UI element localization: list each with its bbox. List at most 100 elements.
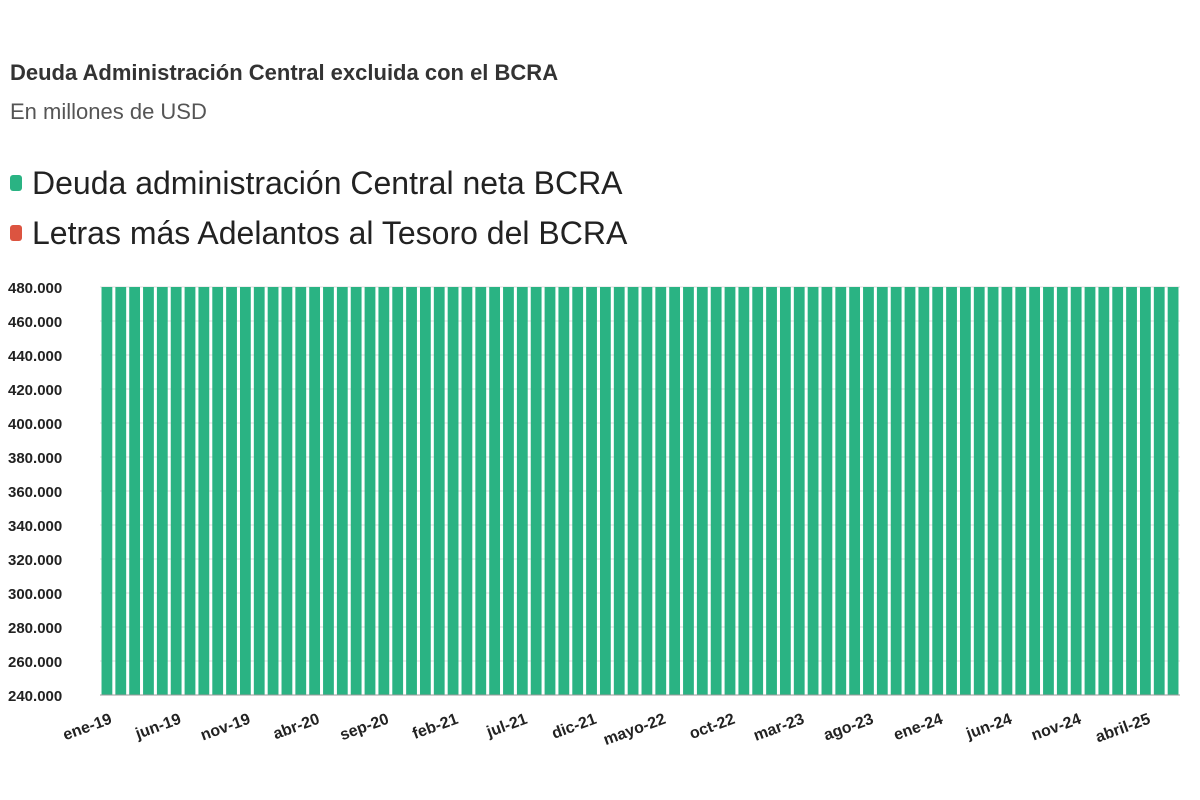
bar-segment-red — [475, 58, 486, 177]
bar-segment-red — [655, 0, 666, 108]
bar-segment-green — [835, 287, 847, 695]
bar-segment-green — [239, 287, 251, 695]
bar-segment-green — [946, 287, 957, 695]
bar-segment-green — [378, 287, 390, 695]
bar-segment-red — [1098, 0, 1109, 27]
bar-segment-green — [267, 287, 279, 695]
bar-segment-green — [170, 287, 182, 695]
bar-segment-red — [1015, 0, 1026, 35]
bar-segment-red — [1112, 0, 1123, 24]
bar-segment-green — [143, 287, 154, 695]
bar-segment-green — [406, 287, 417, 695]
bar-segment-red — [1029, 0, 1040, 37]
bar-segment-green — [724, 287, 736, 695]
bar-segment-green — [696, 287, 708, 695]
bars-group — [101, 0, 1179, 695]
bar-segment-red — [462, 66, 473, 185]
bar-segment-green — [253, 287, 265, 695]
bar-segment-green — [198, 287, 210, 695]
bar-segment-green — [918, 287, 930, 695]
bar-segment-red — [268, 102, 279, 213]
bar-segment-green — [641, 287, 653, 695]
bar-segment-green — [115, 287, 127, 695]
bar-segment-green — [973, 287, 985, 695]
bar-segment-red — [600, 0, 611, 132]
bar-segment-red — [1085, 0, 1096, 30]
bar-segment-red — [545, 41, 556, 153]
y-tick-label: 280.000 — [8, 620, 62, 637]
bar-segment-red — [1168, 0, 1179, 13]
bar-segment-red — [628, 0, 639, 114]
bar-segment-green — [613, 287, 625, 695]
bar-segment-green — [1139, 287, 1151, 695]
bar-segment-green — [516, 287, 528, 695]
y-tick-label: 360.000 — [8, 484, 62, 501]
bar-segment-green — [461, 287, 473, 695]
x-tick-label: ene-19 — [61, 711, 115, 744]
x-tick-label: nov-24 — [1029, 711, 1083, 745]
bar-segment-red — [558, 27, 569, 146]
x-tick-label: ago-23 — [822, 711, 876, 745]
bar-segment-green — [904, 287, 916, 695]
bar-segment-red — [752, 0, 763, 80]
bar-segment-green — [336, 287, 348, 695]
x-tick-label: dic-21 — [550, 711, 599, 743]
bar-segment-red — [932, 0, 943, 117]
bar-segment-green — [1084, 287, 1096, 695]
bar-segment-red — [517, 41, 528, 158]
y-tick-label: 400.000 — [8, 416, 62, 433]
bar-segment-red — [738, 0, 749, 80]
x-tick-label: mayo-22 — [601, 711, 668, 749]
bar-segment-green — [489, 287, 501, 695]
y-tick-label: 300.000 — [8, 586, 62, 603]
x-tick-label: jul-21 — [484, 711, 530, 742]
bar-segment-green — [1001, 287, 1013, 695]
bar-segment-red — [1140, 0, 1151, 15]
x-tick-label: sep-20 — [338, 711, 392, 744]
bar-segment-green — [655, 287, 667, 695]
bar-segment-red — [1043, 0, 1054, 41]
bar-segment-red — [365, 76, 376, 198]
bar-segment-green — [849, 287, 861, 695]
bar-segment-red — [960, 0, 971, 107]
bar-segment-green — [807, 287, 819, 695]
legend-item-red: Letras más Adelantos al Tesoro del BCRA — [10, 208, 627, 258]
bar-segment-green — [447, 287, 459, 695]
bar-segment-red — [586, 0, 597, 136]
bar-segment-green — [101, 287, 113, 695]
bar-segment-green — [392, 287, 404, 695]
bar-segment-green — [475, 287, 487, 695]
y-tick-label: 380.000 — [8, 450, 62, 467]
bar-segment-green — [1056, 287, 1068, 695]
bar-segment-red — [351, 80, 362, 202]
bar-segment-red — [448, 73, 459, 189]
bar-segment-red — [282, 103, 293, 220]
bar-segment-red — [102, 86, 113, 193]
bar-segment-green — [1029, 287, 1041, 695]
bar-segment-red — [254, 112, 265, 222]
bar-segment-red — [905, 0, 916, 13]
bar-segment-green — [572, 287, 584, 695]
bar-segment-red — [877, 0, 888, 59]
bar-segment-red — [974, 0, 985, 76]
y-tick-label: 340.000 — [8, 518, 62, 535]
y-tick-label: 480.000 — [8, 280, 62, 297]
bar-segment-red — [323, 97, 334, 218]
y-tick-label: 240.000 — [8, 688, 62, 705]
bar-segment-red — [378, 71, 389, 193]
bar-segment-green — [779, 287, 791, 695]
bar-segment-red — [780, 0, 791, 56]
x-tick-label: abr-20 — [271, 711, 322, 743]
bar-segment-red — [503, 47, 514, 163]
chart-title: Deuda Administración Central excluida co… — [10, 60, 559, 85]
x-tick-label: abril-25 — [1093, 711, 1152, 746]
x-tick-label: feb-21 — [410, 711, 460, 743]
bar-segment-green — [932, 287, 944, 695]
bar-segment-red — [766, 0, 777, 56]
bar-segment-red — [295, 103, 306, 222]
x-tick-label: nov-19 — [198, 711, 252, 745]
bar-segment-green — [890, 287, 902, 695]
bar-segment-red — [434, 71, 445, 188]
bar-segment-green — [530, 287, 542, 695]
y-tick-label: 260.000 — [8, 654, 62, 671]
